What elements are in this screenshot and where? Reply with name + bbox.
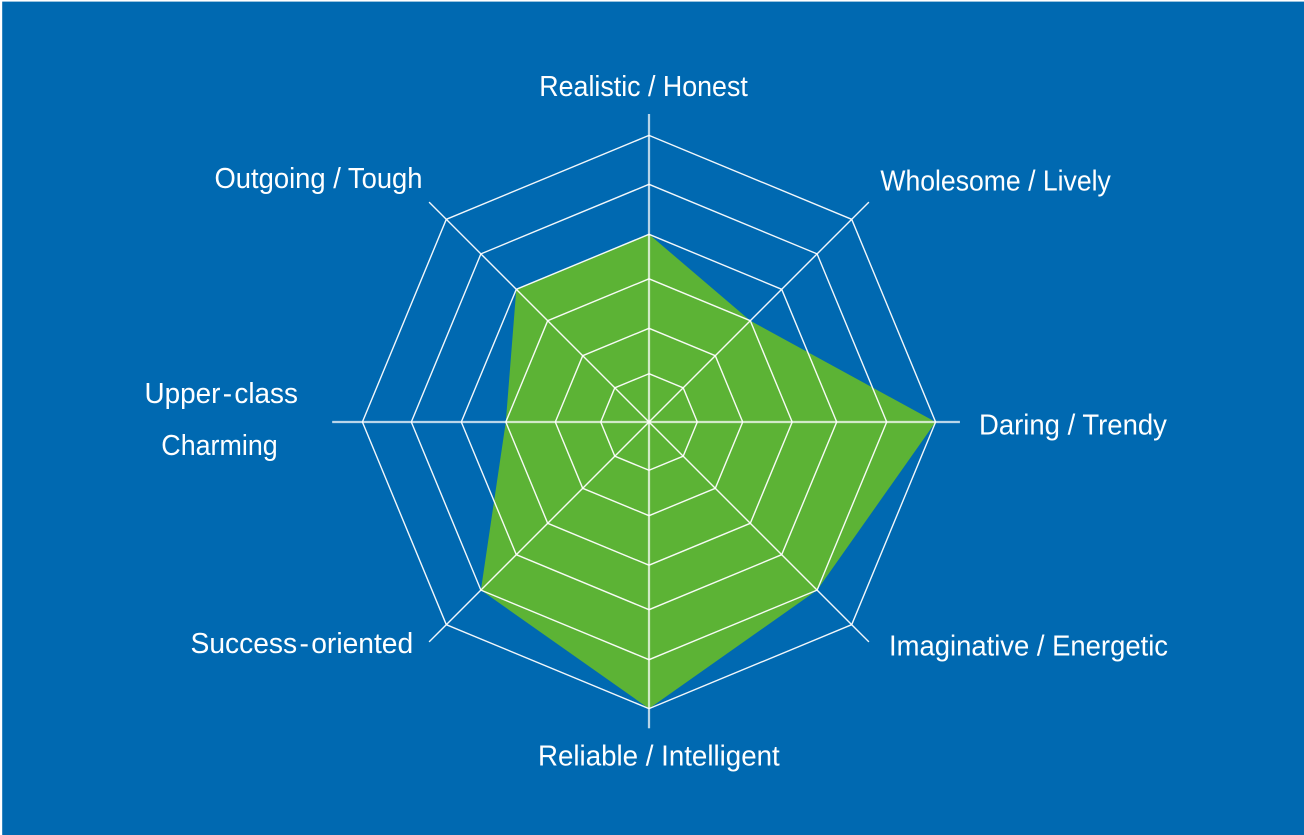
svg-text:Imaginative / Energetic: Imaginative / Energetic — [889, 631, 1168, 663]
svg-text:Daring / Trendy: Daring / Trendy — [979, 410, 1167, 442]
svg-text:Upper - class: Upper - class — [145, 378, 298, 410]
svg-text:Wholesome / Lively: Wholesome / Lively — [880, 166, 1111, 198]
svg-text:Reliable / Intelligent: Reliable / Intelligent — [538, 741, 780, 773]
svg-text:Success - oriented: Success - oriented — [191, 628, 414, 660]
svg-text:Charming: Charming — [161, 430, 277, 462]
svg-text:Realistic / Honest: Realistic / Honest — [539, 71, 748, 103]
svg-text:Outgoing / Tough: Outgoing / Tough — [215, 163, 423, 195]
